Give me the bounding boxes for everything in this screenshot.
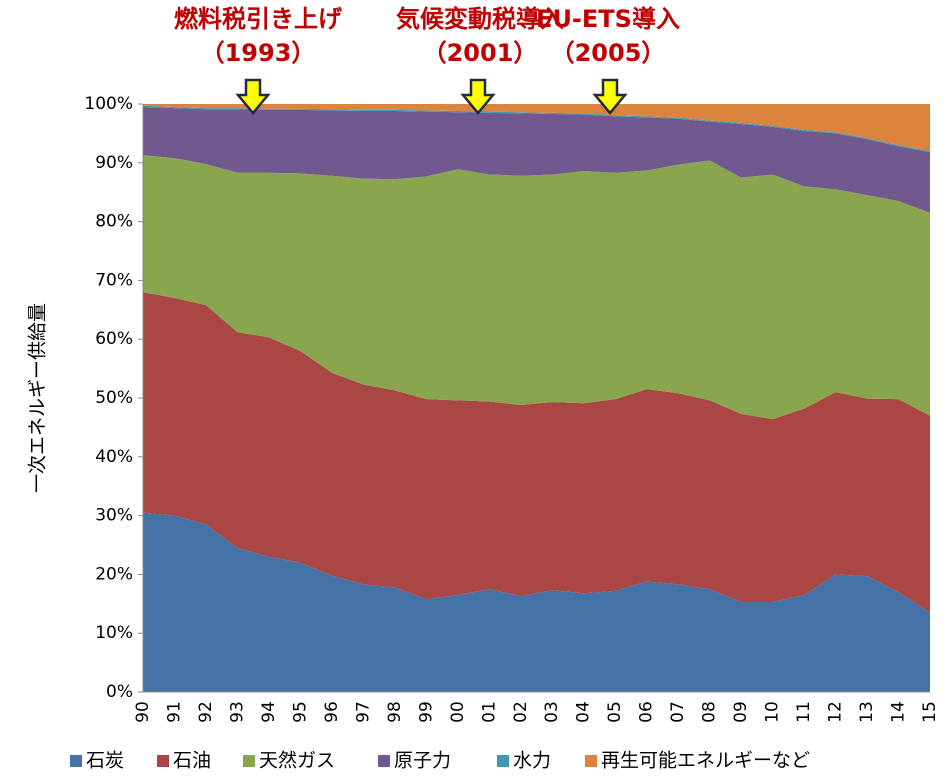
x-tick-label: 95 xyxy=(290,701,310,723)
x-tick-label: 12 xyxy=(826,701,846,723)
legend-label: 天然ガス xyxy=(259,750,335,772)
y-tick-label: 30% xyxy=(95,506,133,526)
x-tick-label: 11 xyxy=(794,701,814,723)
legend-swatch xyxy=(497,755,509,767)
y-tick-label: 80% xyxy=(95,212,133,232)
legend-label: 石油 xyxy=(173,750,211,772)
x-tick-label: 98 xyxy=(385,701,405,723)
arrow xyxy=(460,78,496,115)
legend-swatch xyxy=(378,755,390,767)
x-tick-label: 92 xyxy=(196,701,216,723)
annotation-year: （2005） xyxy=(551,39,666,67)
y-axis-label: 一次エネルギー供給量 xyxy=(27,303,49,493)
y-tick-label: 90% xyxy=(95,153,133,173)
x-tick-label: 94 xyxy=(259,701,279,723)
arrow xyxy=(592,78,628,115)
legend-label: 原子力 xyxy=(394,750,451,772)
x-tick-label: 06 xyxy=(637,701,657,723)
x-tick-label: 08 xyxy=(700,701,720,723)
x-tick-label: 14 xyxy=(889,701,909,723)
y-tick-label: 10% xyxy=(95,623,133,643)
x-tick-label: 02 xyxy=(511,701,531,723)
legend-swatch xyxy=(585,755,597,767)
annotation-title: EU-ETS導入 xyxy=(536,5,680,33)
legend-swatch xyxy=(243,755,255,767)
x-tick-label: 00 xyxy=(448,701,468,723)
legend-label: 水力 xyxy=(513,750,551,772)
x-tick-label: 01 xyxy=(479,701,499,723)
arrow xyxy=(235,78,271,115)
area xyxy=(143,155,930,420)
x-tick-label: 04 xyxy=(574,701,594,723)
area xyxy=(143,292,930,613)
y-tick-label: 60% xyxy=(95,329,133,349)
y-tick-label: 50% xyxy=(95,388,133,408)
x-tick-label: 93 xyxy=(227,701,247,723)
legend-swatch xyxy=(70,755,82,767)
x-tick-label: 09 xyxy=(731,701,751,723)
legend-label: 石炭 xyxy=(86,750,124,772)
area xyxy=(143,106,930,213)
x-tick-label: 03 xyxy=(542,701,562,723)
legend-label: 再生可能エネルギーなど xyxy=(601,750,810,772)
x-tick-label: 96 xyxy=(322,701,342,723)
annotation-year: （2001） xyxy=(423,39,538,67)
y-tick-label: 0% xyxy=(106,682,133,702)
x-tick-label: 10 xyxy=(763,701,783,723)
x-tick-label: 97 xyxy=(353,701,373,723)
x-tick-label: 99 xyxy=(416,701,436,723)
area xyxy=(143,512,930,692)
annotation-year: （1993） xyxy=(201,39,316,67)
x-tick-label: 05 xyxy=(605,701,625,723)
x-tick-label: 07 xyxy=(668,701,688,723)
x-tick-label: 15 xyxy=(920,701,940,723)
x-tick-label: 90 xyxy=(133,701,153,723)
annotation-title: 気候変動税導入 xyxy=(396,5,564,33)
y-tick-label: 20% xyxy=(95,564,133,584)
annotation-title: 燃料税引き上げ xyxy=(174,5,343,33)
legend-swatch xyxy=(157,755,169,767)
x-tick-label: 13 xyxy=(857,701,877,723)
x-tick-label: 91 xyxy=(164,701,184,723)
y-tick-label: 100% xyxy=(84,94,133,114)
y-tick-label: 40% xyxy=(95,447,133,467)
area xyxy=(143,104,930,152)
y-tick-label: 70% xyxy=(95,270,133,290)
